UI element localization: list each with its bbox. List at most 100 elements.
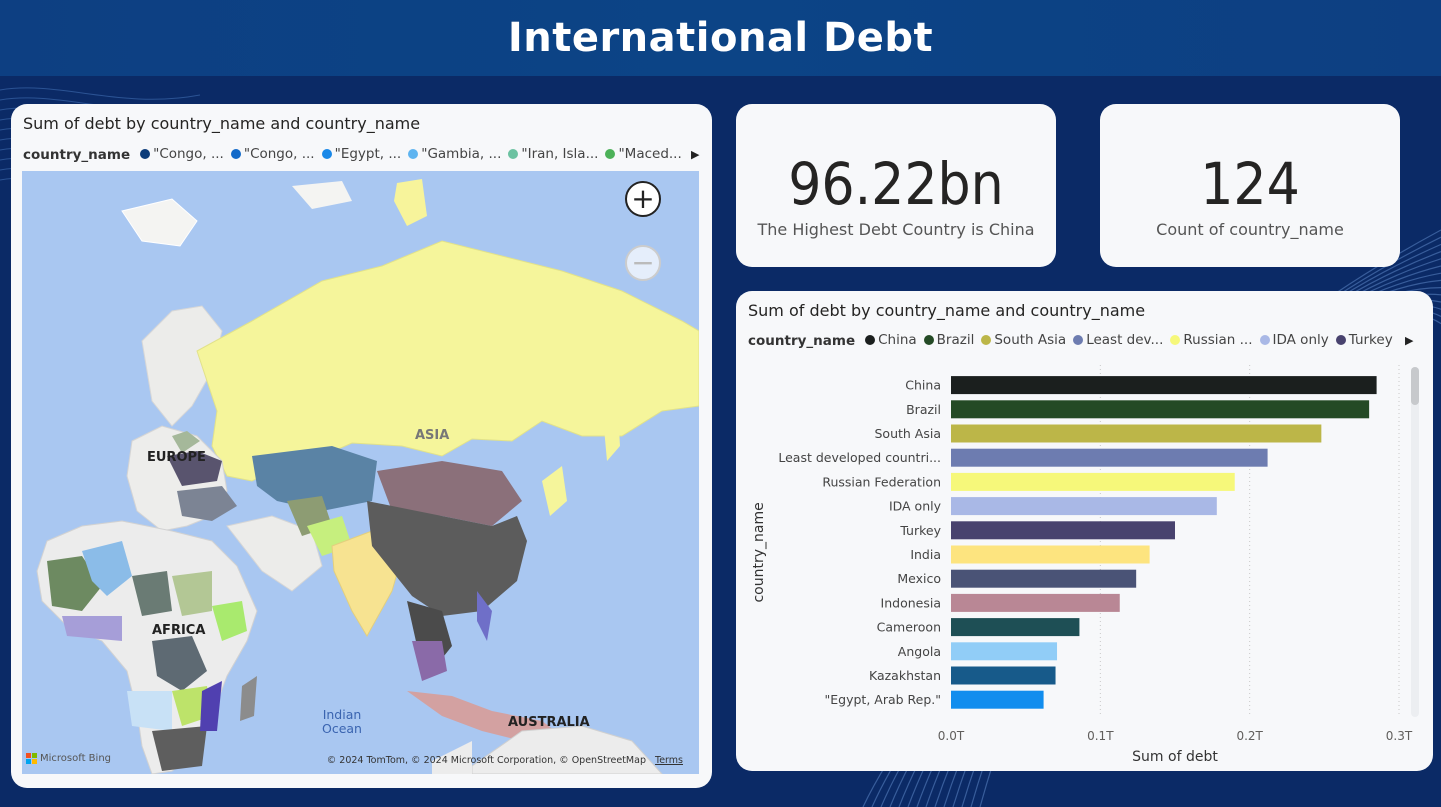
thailand-shape — [412, 641, 447, 681]
bing-logo: Microsoft Bing — [26, 753, 111, 764]
x-tick-label: 0.1T — [1087, 729, 1114, 743]
turkey-shape — [177, 486, 237, 521]
map-legend-dot-icon — [321, 149, 332, 159]
map-legend-dot-icon — [605, 149, 616, 159]
belarus-shape — [172, 431, 200, 453]
x-tick-label: 0.0T — [938, 729, 965, 743]
y-category-label: India — [910, 547, 941, 562]
y-category-label: Brazil — [906, 402, 941, 417]
bar[interactable] — [951, 472, 1235, 491]
bing-label: Microsoft Bing — [40, 753, 112, 764]
y-category-label: Indonesia — [881, 595, 941, 610]
kpi-count-value: 124 — [1200, 150, 1300, 218]
bar-legend-next-arrow[interactable]: ▶ — [1405, 334, 1414, 347]
map-legend-item[interactable]: "Congo, ... — [140, 146, 224, 162]
bar-chart-scrollbar-thumb[interactable] — [1411, 367, 1419, 405]
japan-shape — [542, 466, 567, 516]
bar[interactable] — [951, 618, 1080, 637]
bar-legend-dot-icon — [865, 335, 876, 345]
chad-shape — [132, 571, 172, 616]
bar-legend-label: China — [878, 332, 917, 348]
page-title: International Debt — [507, 15, 934, 61]
bar[interactable] — [951, 642, 1058, 661]
europe-label: EUROPE — [147, 450, 206, 465]
bar[interactable] — [951, 376, 1377, 395]
map-legend-label: "Gambia, ... — [421, 146, 502, 162]
ethiopia-shape — [212, 601, 247, 641]
bar[interactable] — [951, 593, 1120, 612]
bar[interactable] — [951, 690, 1044, 709]
map-legend-label: "Congo, ... — [243, 146, 315, 162]
y-category-label: IDA only — [889, 499, 942, 514]
bar-legend-label: South Asia — [994, 332, 1067, 348]
congo-shape — [152, 636, 207, 691]
west-australia-shape — [432, 741, 472, 774]
map-legend-dot-icon — [408, 149, 419, 159]
bar[interactable] — [951, 666, 1056, 685]
x-axis-title: Sum of debt — [1132, 749, 1218, 765]
bar-legend-dot-icon — [923, 335, 934, 345]
philippines-shape — [477, 591, 492, 641]
scandinavia-shape — [141, 305, 223, 427]
map-legend-dot-icon — [140, 149, 151, 159]
africa-label: AFRICA — [152, 623, 206, 638]
bar-legend-item[interactable]: Brazil — [923, 332, 975, 348]
bar[interactable] — [951, 448, 1268, 467]
mozambique-shape — [200, 681, 222, 731]
zoom-in-button[interactable]: + — [625, 181, 661, 217]
y-category-label: Kazakhstan — [869, 668, 941, 683]
y-category-label: Cameroon — [877, 620, 941, 635]
map-legend-next-arrow[interactable]: ▶ — [691, 148, 700, 161]
bar-legend-item[interactable]: South Asia — [981, 332, 1066, 348]
bar-legend-item[interactable]: Least dev... — [1073, 332, 1163, 348]
bar-chart-scrollbar[interactable] — [1411, 367, 1419, 717]
map-credits-text: © 2024 TomTom, © 2024 Microsoft Corporat… — [326, 755, 646, 766]
y-category-label: Least developed countri... — [778, 450, 941, 465]
bar[interactable] — [951, 424, 1322, 443]
south-africa-shape — [152, 726, 207, 771]
indian-ocean-label-line1: Indian — [322, 707, 362, 722]
bar-chart-title: Sum of debt by country_name and country_… — [748, 301, 1146, 320]
greenland-shape — [121, 198, 198, 247]
y-axis-title: country_name — [751, 502, 767, 602]
terms-link[interactable]: Terms — [655, 755, 683, 766]
bar[interactable] — [951, 545, 1150, 564]
kamchatka-shape — [602, 396, 620, 461]
map-view[interactable]: EUROPE ASIA AFRICA AUSTRALIA Indian Ocea… — [22, 171, 699, 774]
map-legend-item[interactable]: "Congo, ... — [230, 146, 315, 162]
map-legend-item[interactable]: "Gambia, ... — [408, 146, 501, 162]
map-legend-title: country_name — [23, 146, 131, 163]
kazakhstan-shape — [252, 446, 377, 511]
bar-legend-dot-icon — [1335, 335, 1346, 345]
madagascar-shape — [240, 676, 257, 721]
novaya-zemlya-shape — [394, 179, 427, 226]
bar-legend: country_name China Brazil South Asia Least … — [748, 332, 1400, 349]
map-legend-item[interactable]: "Maced... — [605, 146, 682, 162]
map-legend-label: "Maced... — [618, 146, 682, 162]
bar[interactable] — [951, 400, 1370, 419]
bar-legend-item[interactable]: Russian ... — [1170, 332, 1253, 348]
zoom-out-button[interactable]: − — [625, 245, 661, 281]
map-legend-label: "Iran, Isla... — [521, 146, 599, 162]
mali-shape — [82, 541, 132, 596]
bar-legend-label: Brazil — [936, 332, 975, 348]
map-legend-item[interactable]: "Egypt, ... — [321, 146, 402, 162]
bar[interactable] — [951, 521, 1175, 540]
y-category-label: Russian Federation — [822, 474, 941, 489]
sudan-shape — [172, 571, 212, 616]
map-legend-item[interactable]: "Iran, Isla... — [508, 146, 598, 162]
y-category-label: Angola — [898, 644, 941, 659]
bar[interactable] — [951, 497, 1217, 516]
x-tick-label: 0.3T — [1386, 729, 1413, 743]
map-canvas[interactable] — [22, 171, 699, 774]
bar-legend-item[interactable]: China — [865, 332, 917, 348]
bar-legend-label: Least dev... — [1086, 332, 1164, 348]
bar[interactable] — [951, 569, 1137, 588]
map-legend-label: "Egypt, ... — [334, 146, 402, 162]
ukraine-shape — [167, 451, 222, 486]
y-category-label: Mexico — [897, 571, 941, 586]
bar-legend-item[interactable]: IDA only — [1259, 332, 1329, 348]
bar-legend-item[interactable]: Turkey — [1335, 332, 1393, 348]
arctic-island-shape — [292, 181, 352, 209]
y-category-label: "Egypt, Arab Rep." — [825, 692, 942, 707]
